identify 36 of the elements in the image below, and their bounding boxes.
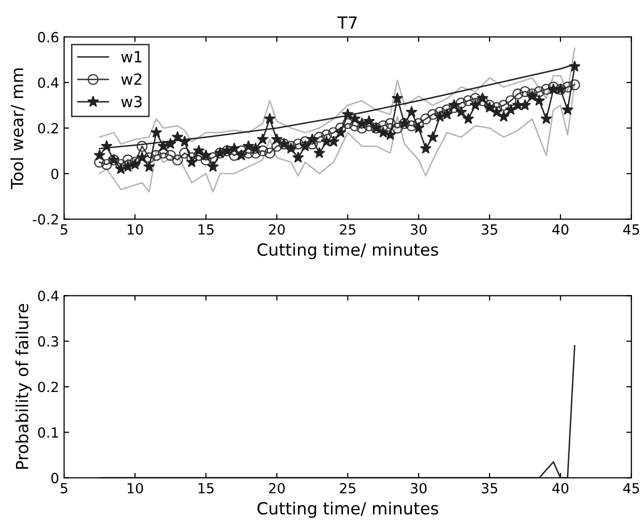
x-tick-label: 40 — [552, 224, 568, 235]
legend-label: w3 — [121, 96, 142, 108]
x-tick-label: 45 — [623, 224, 640, 235]
y-tick-label: 0 — [51, 472, 58, 484]
x-tick-label: 25 — [340, 482, 356, 494]
y-tick-label: 0.2 — [38, 382, 58, 392]
y-tick-label: 0.2 — [38, 123, 58, 134]
x-tick-label: 15 — [198, 224, 214, 235]
legend-label: w1 — [121, 51, 142, 62]
y-tick-label: 0.3 — [38, 336, 58, 347]
y-tick-label: 0 — [51, 168, 58, 180]
x-tick-label: 45 — [623, 483, 640, 494]
y-axis-title: Tool wear/ mm — [10, 68, 25, 190]
x-tick-label: 35 — [482, 224, 498, 235]
y-tick-label: -0.2 — [32, 214, 58, 225]
x-tick-label: 5 — [60, 483, 68, 494]
x-tick-label: 30 — [410, 224, 427, 235]
y-tick-label: 0.4 — [38, 77, 58, 88]
x-tick-label: 10 — [128, 482, 143, 494]
y-axis-title: Probability of failure — [15, 304, 32, 469]
y-tick-label: 0.4 — [38, 290, 58, 302]
x-tick-label: 20 — [269, 224, 285, 235]
x-tick-label: 25 — [340, 224, 356, 235]
y-tick-label: 0.6 — [38, 32, 58, 42]
x-tick-label: 5 — [60, 224, 68, 235]
chart-title: T7 — [337, 16, 357, 29]
x-tick-label: 15 — [198, 483, 214, 494]
x-axis-title: Cutting time/ minutes — [257, 243, 438, 260]
x-tick-label: 20 — [269, 482, 285, 494]
x-axis-title: Cutting time/ minutes — [257, 502, 438, 518]
x-tick-label: 35 — [482, 482, 498, 494]
x-tick-label: 10 — [128, 224, 143, 235]
legend-label: w2 — [121, 73, 142, 85]
y-tick-label: 0.1 — [38, 427, 58, 438]
x-tick-label: 40 — [552, 482, 568, 494]
x-tick-label: 30 — [410, 482, 427, 494]
